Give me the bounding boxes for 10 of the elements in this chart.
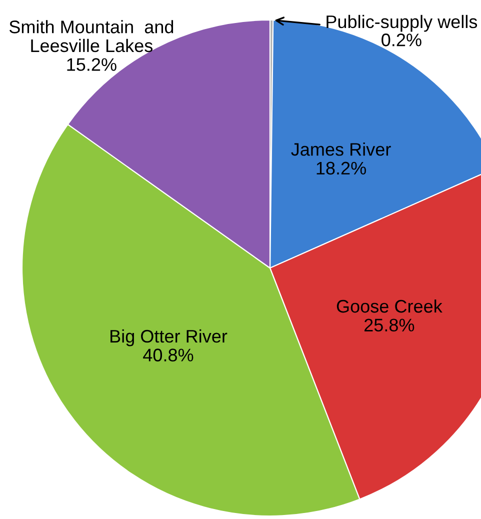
data-label: 25.8% — [364, 318, 414, 332]
slice-label: Smith Mountain and Leesville Lakes — [9, 20, 174, 52]
slice-label: Public-supply wells — [326, 14, 478, 32]
data-label: 18.2% — [316, 162, 366, 175]
data-label: 0.2% — [382, 34, 422, 46]
slice-label: James River — [291, 142, 391, 156]
slice-label: Big Otter River — [110, 329, 228, 346]
data-label: 40.8% — [143, 348, 194, 362]
slice-label: Goose Creek — [336, 299, 442, 313]
data-label: 15.2% — [67, 58, 116, 71]
